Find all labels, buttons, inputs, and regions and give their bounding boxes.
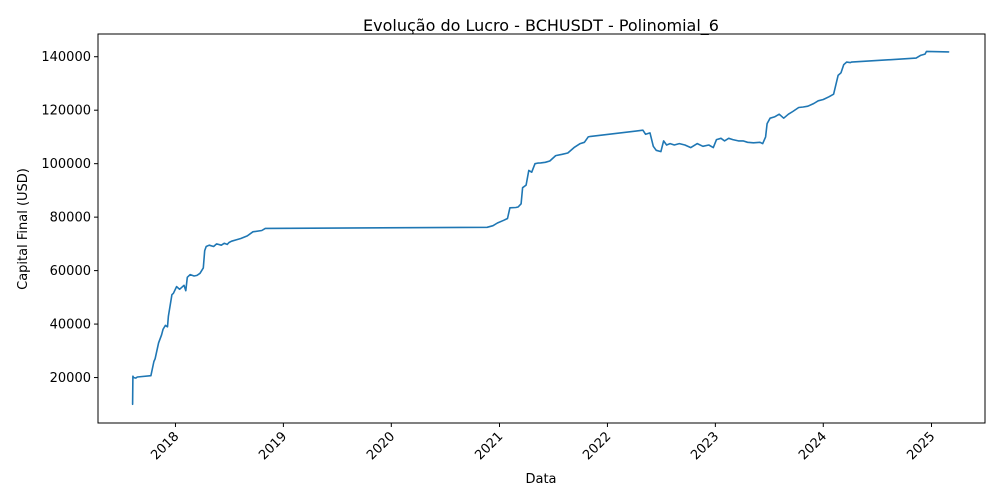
y-tick-label: 80000 [50, 211, 91, 226]
y-tick-label: 40000 [50, 318, 91, 333]
x-axis-title: Data [525, 472, 556, 487]
y-tick-label: 60000 [50, 264, 91, 279]
y-axis-title: Capital Final (USD) [16, 168, 31, 290]
series-line [131, 50, 950, 406]
y-tick-label: 120000 [41, 104, 91, 119]
plot-frame [97, 33, 986, 424]
chart-title: Evolução do Lucro - BCHUSDT - Polinomial… [363, 16, 719, 36]
y-tick-label: 100000 [41, 157, 91, 172]
y-axis: 20000 40000 60000 80000 100000 120000 140000 [41, 50, 98, 386]
y-tick-label: 20000 [50, 371, 91, 386]
plot-area [131, 50, 950, 406]
y-tick-label: 140000 [41, 50, 91, 65]
